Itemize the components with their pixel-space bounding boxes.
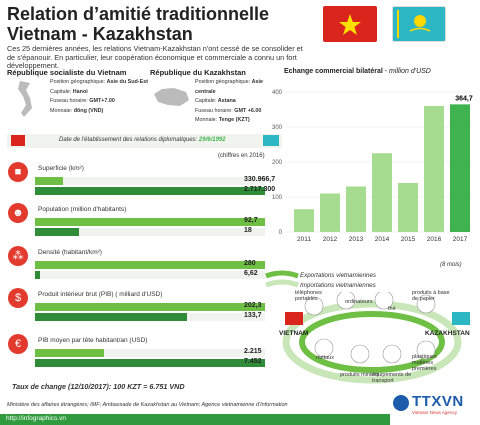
trade-item: métaux (316, 355, 335, 361)
kazakhstan-bar (35, 313, 187, 321)
vietnam-value: 202,3 (244, 302, 262, 309)
source: Ministère des affaires étrangères; IMF; … (7, 402, 288, 408)
vietnam-value: 2.215 (244, 348, 262, 355)
vietnam-value: 92,7 (244, 217, 258, 224)
x-tick-label: 2015 (401, 236, 416, 243)
legend-arrows (265, 270, 299, 288)
x-tick-label: 2017 (453, 236, 468, 243)
gdp-icon: $ (8, 288, 28, 308)
x-tick-label: 2012 (323, 236, 338, 243)
kazakhstan-info: Position géographique: Asie centrale Cap… (195, 79, 264, 123)
trade-item: téléphones portables (295, 290, 322, 302)
kazakhstan-bar (35, 271, 40, 279)
vietnam-map-icon (12, 80, 36, 118)
vietnam-bar (35, 177, 63, 185)
chart-bar (398, 183, 418, 232)
diplomatic-label: Date de l'établissement des relations di… (59, 137, 198, 143)
vietnam-diagram-flag (285, 312, 303, 325)
kazakhstan-name: République du Kazakhstan (150, 68, 246, 77)
trade-bar-chart: 0 100 200 300 400 2011 2012 2013 2014 2015 2016 201… (272, 90, 473, 243)
chart-title: Echange commercial bilatéral - million d… (284, 68, 431, 75)
vietnam-bar (35, 261, 265, 269)
chart-bar (450, 104, 470, 232)
kazakhstan-value: 133,7 (244, 312, 262, 319)
chart-bar (424, 106, 444, 232)
imports-label: Importations vietnamiennes (300, 282, 376, 289)
page-title: Relation d’amitié traditionnelle Vietnam… (7, 4, 270, 44)
diplomatic-bar: Date de l'établissement des relations di… (7, 134, 282, 148)
y-tick-label: 400 (272, 90, 283, 96)
trade-item: plastiques matières premières (412, 354, 437, 372)
row-label: Produit intérieur brut (PIB) ( milliard … (38, 291, 163, 298)
trade-diagram (282, 292, 462, 384)
x-tick-label: 2013 (349, 236, 364, 243)
x-tick-label: 2016 (427, 236, 442, 243)
vietnam-bar (35, 349, 104, 357)
vietnam-info: Position géographique: Asie du Sud-Est C… (50, 79, 148, 114)
exports-label: Exportations vietnamiennes (300, 272, 377, 279)
y-tick-label: 200 (272, 160, 283, 166)
kazakhstan-bar (35, 187, 265, 195)
kazakhstan-map-icon (152, 86, 190, 108)
vietnam-value: 280 (244, 260, 256, 267)
trade-item: ordinateurs (345, 299, 373, 305)
kazakhstan-value: 18 (244, 227, 252, 234)
chart-bar (294, 209, 314, 232)
density-icon: ⁂ (8, 246, 28, 266)
vietnam-diagram-label: VIETNAM (279, 330, 309, 337)
data-label: 364,7 (455, 95, 473, 102)
row-label: Superficie (km²) (38, 165, 84, 172)
kazakhstan-value: 6,62 (244, 270, 258, 277)
logo-sub: Vietnam News Agency (412, 410, 457, 415)
kazakhstan-diagram-flag (452, 312, 470, 325)
site-url[interactable]: http://infographics.vn (6, 415, 66, 422)
chiffres-note: (chiffres en 2016) (218, 153, 265, 159)
chart-bar (372, 153, 392, 232)
vietnam-bar (35, 218, 265, 226)
kazakhstan-value: 7.452 (244, 358, 262, 365)
kazakhstan-bar (35, 228, 79, 236)
kazakhstan-value: 2.717.300 (244, 186, 276, 193)
trade-item: équipements de transport (372, 372, 412, 384)
row-label: Densité (habitant/km²) (38, 249, 102, 256)
vietnam-mini-flag (11, 135, 25, 146)
trade-item: thé (388, 306, 396, 312)
trade-item: produits miniers (340, 372, 379, 378)
row-label: PIB moyen par tête habitant/an (USD) (38, 337, 148, 344)
kazakhstan-diagram-label: KAZAKHSTAN (425, 330, 470, 337)
population-icon: ☻ (8, 203, 28, 223)
footer-bar (0, 414, 390, 425)
logo-text: TTXVN (412, 393, 464, 410)
x-tick-label: 2014 (375, 236, 390, 243)
x-tick-label: 2011 (297, 236, 311, 243)
chart-bar (320, 193, 340, 232)
intro-text: Ces 25 dernières années, les relations V… (7, 44, 303, 71)
vietnam-bar (35, 303, 265, 311)
y-tick-label: 100 (272, 195, 283, 201)
row-label: Population (million d'habitants) (38, 206, 127, 213)
vna-logo-icon (393, 395, 409, 411)
y-tick-label: 0 (279, 230, 283, 236)
chart-bar (346, 186, 366, 232)
vietnam-flag (323, 6, 377, 42)
vietnam-name: République socialiste du Vietnam (7, 68, 127, 77)
area-icon: ■ (8, 162, 28, 182)
vietnam-value: 330.966,7 (244, 176, 276, 183)
diplomatic-date: 29/6/1992 (198, 137, 226, 143)
kazakhstan-mini-flag (263, 135, 279, 146)
trade-item: produits à base de papier (412, 290, 450, 302)
gdp-per-capita-icon: € (8, 334, 28, 354)
kazakhstan-flag (392, 6, 446, 42)
exchange-rate: Taux de change (12/10/2017): 100 KZT = 6… (12, 382, 185, 391)
chart-note: (8 mois) (440, 262, 462, 268)
y-tick-label: 300 (272, 125, 283, 131)
kazakhstan-bar (35, 359, 265, 367)
